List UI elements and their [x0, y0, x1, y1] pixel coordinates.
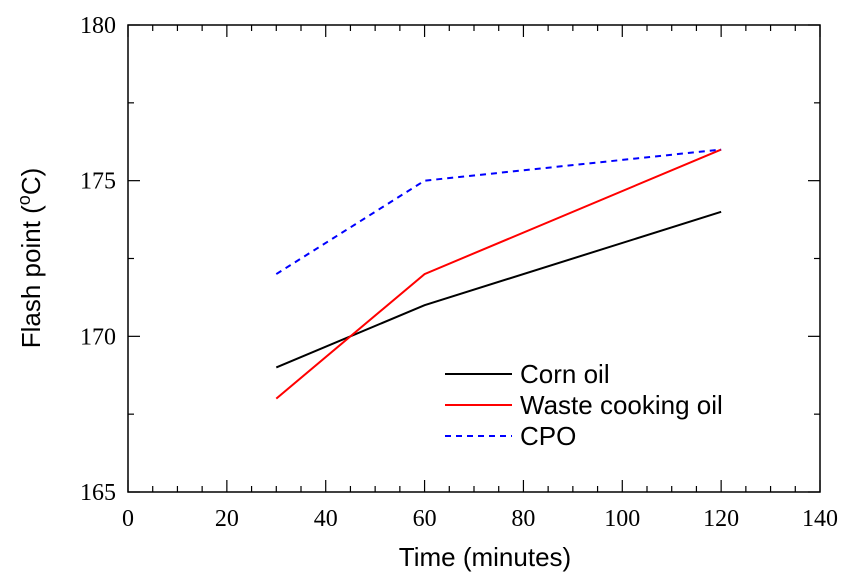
- plot-frame: [127, 24, 821, 493]
- legend-label-waste-cooking-oil: Waste cooking oil: [520, 390, 723, 420]
- legend-label-corn-oil: Corn oil: [520, 359, 610, 389]
- x-tick-label: 100: [604, 506, 640, 532]
- y-axis-label-end: C): [16, 168, 46, 195]
- x-tick-label: 60: [413, 506, 437, 532]
- series-line-corn-oil: [275, 210, 722, 369]
- axis-ticks: [127, 24, 821, 493]
- x-axis-label: Time (minutes): [399, 542, 571, 572]
- axis-tick-labels: 0 20 40 60 80 100 120 140 165 170 175 180: [80, 13, 838, 532]
- series-line-waste-cooking-oil: [275, 148, 722, 400]
- y-axis-label: Flash point (oC): [14, 168, 46, 349]
- y-tick-label: 180: [80, 13, 116, 39]
- x-tick-label: 20: [215, 506, 239, 532]
- legend-label-cpo: CPO: [520, 421, 576, 451]
- x-tick-label: 0: [122, 506, 134, 532]
- y-axis-label-main: Flash point (: [16, 205, 46, 348]
- y-tick-label: 165: [80, 480, 116, 506]
- series-line-cpo: [275, 148, 722, 275]
- x-tick-label: 140: [802, 506, 838, 532]
- series-lines: [275, 148, 722, 400]
- x-tick-label: 40: [314, 506, 338, 532]
- y-axis-label-superscript: o: [14, 195, 34, 205]
- plot-area: [127, 24, 821, 493]
- y-tick-label: 175: [80, 169, 116, 195]
- x-tick-label: 120: [703, 506, 739, 532]
- x-tick-label: 80: [511, 506, 535, 532]
- y-tick-label: 170: [80, 324, 116, 350]
